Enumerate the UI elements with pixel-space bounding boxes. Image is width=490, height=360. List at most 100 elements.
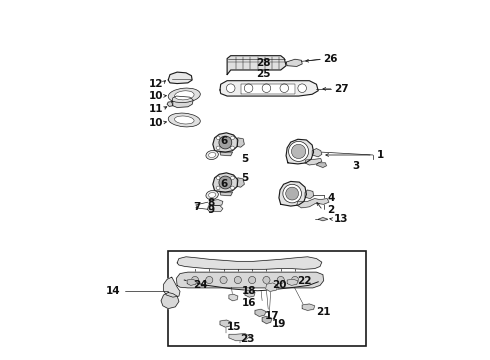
Circle shape	[245, 84, 253, 93]
Circle shape	[289, 141, 309, 161]
Polygon shape	[220, 192, 232, 196]
Text: 18: 18	[242, 287, 256, 296]
Text: 6: 6	[220, 136, 227, 146]
Polygon shape	[237, 178, 245, 187]
Polygon shape	[317, 163, 326, 167]
Polygon shape	[305, 190, 314, 199]
Polygon shape	[302, 304, 315, 310]
Polygon shape	[286, 59, 302, 66]
Text: 24: 24	[193, 280, 208, 291]
Circle shape	[231, 176, 234, 180]
Ellipse shape	[174, 91, 194, 100]
Polygon shape	[164, 277, 180, 297]
Circle shape	[217, 136, 220, 140]
Text: 25: 25	[256, 68, 270, 78]
Text: 5: 5	[242, 173, 249, 183]
Polygon shape	[161, 293, 179, 309]
Circle shape	[248, 276, 256, 284]
Circle shape	[262, 84, 270, 93]
Text: 7: 7	[193, 202, 200, 212]
Polygon shape	[187, 279, 197, 285]
Polygon shape	[312, 149, 322, 157]
Circle shape	[231, 186, 234, 190]
Text: 1: 1	[377, 150, 385, 160]
Circle shape	[292, 276, 298, 284]
Polygon shape	[305, 158, 322, 165]
Text: 21: 21	[317, 307, 331, 317]
Circle shape	[217, 176, 220, 180]
Polygon shape	[287, 279, 298, 285]
Text: 11: 11	[148, 104, 163, 114]
Polygon shape	[266, 283, 278, 292]
Circle shape	[217, 186, 220, 190]
Circle shape	[280, 84, 289, 93]
Text: 4: 4	[327, 193, 335, 203]
Polygon shape	[227, 56, 286, 75]
Text: 5: 5	[242, 154, 249, 163]
Ellipse shape	[209, 152, 216, 158]
Polygon shape	[229, 334, 250, 341]
Circle shape	[298, 84, 306, 93]
Polygon shape	[297, 199, 329, 208]
Polygon shape	[279, 181, 306, 206]
Text: 2: 2	[327, 205, 334, 215]
Polygon shape	[167, 102, 173, 107]
Ellipse shape	[168, 113, 200, 127]
Text: 9: 9	[207, 205, 215, 215]
Ellipse shape	[206, 150, 219, 159]
Polygon shape	[213, 133, 238, 152]
Text: 10: 10	[148, 118, 163, 128]
Polygon shape	[220, 152, 232, 156]
Polygon shape	[262, 316, 272, 324]
Circle shape	[217, 146, 220, 150]
Polygon shape	[220, 320, 231, 327]
Circle shape	[263, 276, 270, 284]
Text: 15: 15	[227, 322, 242, 332]
Text: 20: 20	[272, 280, 286, 291]
Text: 28: 28	[256, 58, 270, 68]
Polygon shape	[176, 272, 323, 288]
Polygon shape	[245, 290, 255, 297]
Polygon shape	[220, 81, 318, 96]
FancyBboxPatch shape	[168, 251, 367, 346]
Circle shape	[231, 146, 234, 150]
Circle shape	[286, 187, 298, 200]
Text: 13: 13	[334, 214, 349, 224]
Circle shape	[206, 276, 213, 284]
Text: 16: 16	[242, 298, 256, 308]
Text: 3: 3	[352, 161, 360, 171]
Ellipse shape	[168, 88, 200, 103]
Polygon shape	[242, 84, 295, 94]
Polygon shape	[172, 96, 193, 108]
Text: 8: 8	[207, 198, 215, 208]
Text: 6: 6	[220, 179, 227, 189]
Text: 27: 27	[334, 84, 349, 94]
Text: 10: 10	[148, 91, 163, 101]
Circle shape	[192, 276, 198, 284]
Text: 19: 19	[272, 319, 286, 329]
Ellipse shape	[174, 116, 194, 124]
Polygon shape	[229, 294, 238, 301]
Circle shape	[283, 184, 301, 203]
Text: 17: 17	[265, 311, 279, 321]
Polygon shape	[237, 138, 245, 147]
Polygon shape	[286, 139, 314, 164]
Polygon shape	[209, 200, 223, 206]
Circle shape	[234, 276, 242, 284]
Polygon shape	[168, 72, 192, 84]
Text: 23: 23	[240, 334, 254, 344]
Circle shape	[220, 276, 227, 284]
Polygon shape	[177, 257, 322, 269]
Polygon shape	[207, 206, 223, 211]
Circle shape	[226, 84, 235, 93]
Polygon shape	[318, 217, 328, 221]
Polygon shape	[213, 173, 238, 192]
Text: 22: 22	[297, 276, 311, 286]
Text: 12: 12	[148, 78, 163, 89]
Text: 26: 26	[323, 54, 338, 64]
Circle shape	[219, 136, 232, 149]
Circle shape	[231, 136, 234, 140]
Ellipse shape	[209, 193, 216, 198]
Text: 14: 14	[105, 286, 120, 296]
Circle shape	[219, 176, 232, 189]
